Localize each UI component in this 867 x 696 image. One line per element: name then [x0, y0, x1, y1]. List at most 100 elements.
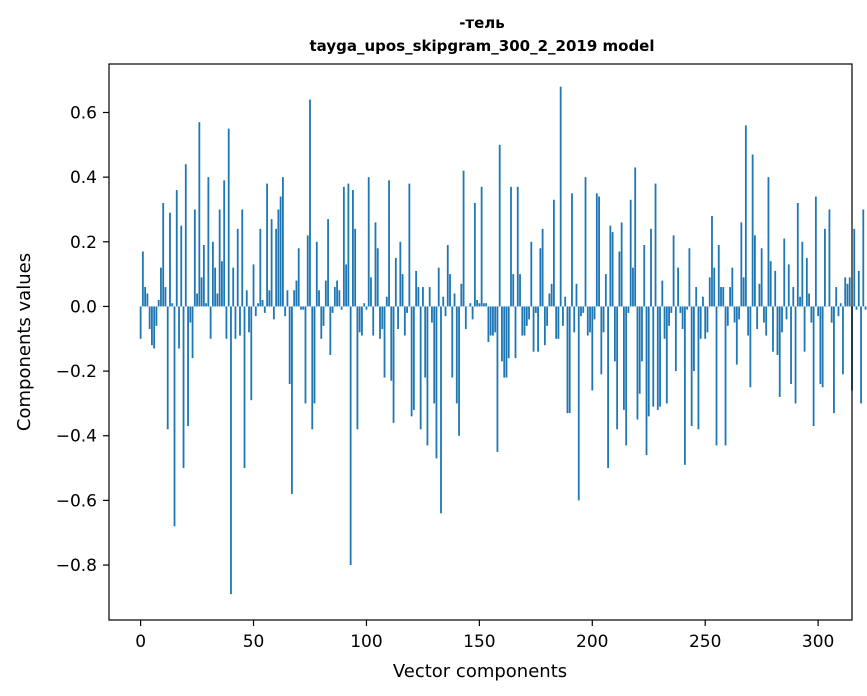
bar-component-216	[627, 306, 630, 313]
bar-component-187	[562, 306, 564, 326]
bar-component-16	[175, 190, 178, 307]
bar-component-61	[277, 209, 280, 307]
bar-component-198	[586, 306, 589, 336]
x-tick-label: 300	[802, 632, 834, 652]
bar-component-251	[706, 306, 709, 333]
bar-component-240	[681, 306, 684, 330]
bar-component-152	[482, 303, 485, 307]
bar-component-169	[521, 306, 524, 336]
bar-component-5	[151, 306, 153, 346]
bar-component-227	[652, 306, 655, 407]
bar-component-194	[577, 306, 580, 501]
bar-component-24	[193, 209, 196, 307]
y-tick-label: −0.8	[56, 556, 97, 576]
bar-component-121	[412, 306, 415, 410]
bar-component-33	[214, 267, 217, 307]
bar-component-221	[638, 306, 641, 394]
bar-component-272	[753, 235, 756, 307]
bar-component-171	[525, 306, 528, 326]
bar-component-254	[713, 267, 716, 307]
bar-component-175	[534, 306, 537, 313]
bar-component-160	[501, 306, 503, 362]
bar-component-12	[166, 306, 169, 430]
bar-component-86	[333, 287, 336, 307]
plot-frame	[108, 63, 853, 621]
bar-component-70	[297, 248, 300, 307]
bar-component-81	[322, 306, 325, 326]
bar-component-76	[311, 306, 314, 430]
bar-component-96	[356, 306, 359, 430]
bar-component-101	[367, 177, 370, 307]
bar-component-278	[767, 177, 770, 307]
bar-component-162	[505, 306, 508, 378]
bar-component-250	[704, 306, 707, 339]
bar-component-66	[288, 306, 291, 385]
bar-component-299	[814, 196, 817, 307]
bar-component-290	[794, 306, 797, 404]
bar-component-174	[532, 306, 535, 352]
bar-component-267	[742, 277, 745, 307]
bar-component-147	[471, 306, 474, 320]
bar-component-85	[331, 306, 334, 313]
bar-component-289	[792, 287, 795, 307]
bar-component-232	[663, 306, 666, 339]
bar-component-248	[699, 306, 702, 339]
bar-component-215	[625, 306, 628, 446]
bar-component-202	[595, 193, 598, 307]
y-tick-label: −0.6	[56, 491, 97, 511]
bar-component-52	[257, 303, 259, 307]
bar-component-10	[162, 203, 165, 307]
y-tick-label: 0.4	[70, 168, 97, 188]
bar-component-79	[318, 290, 320, 307]
bar-component-218	[632, 267, 634, 307]
bar-component-13	[169, 212, 171, 307]
bar-component-31	[209, 306, 212, 339]
bar-component-49	[250, 306, 253, 401]
bar-component-0	[139, 306, 142, 339]
bar-component-197	[584, 177, 587, 307]
bar-component-84	[329, 306, 332, 355]
bar-component-148	[473, 203, 476, 307]
bar-component-291	[796, 203, 799, 307]
bar-component-260	[726, 306, 729, 326]
bar-component-142	[460, 283, 463, 307]
bar-component-276	[763, 306, 765, 323]
bar-component-204	[600, 306, 603, 375]
bar-component-199	[589, 306, 591, 333]
bar-component-293	[801, 241, 804, 307]
bar-component-219	[634, 167, 637, 307]
bar-component-55	[263, 306, 266, 313]
bar-component-217	[629, 199, 632, 307]
bar-component-283	[778, 306, 781, 397]
bar-component-252	[708, 277, 711, 307]
bar-component-91	[345, 264, 348, 307]
bar-component-282	[776, 306, 779, 355]
bar-component-200	[591, 306, 594, 391]
bar-component-133	[440, 306, 442, 514]
bar-component-19	[182, 306, 185, 469]
bar-component-277	[765, 306, 768, 336]
bar-component-6	[153, 306, 156, 349]
x-axis-ticks: 0 50 100 150 200 250 300	[135, 620, 834, 652]
bar-component-295	[805, 257, 808, 307]
bars-group	[139, 86, 867, 595]
bar-component-104	[374, 222, 377, 307]
bar-component-292	[799, 296, 801, 307]
bar-component-128	[428, 287, 431, 307]
bar-component-127	[426, 306, 429, 446]
bar-component-209	[611, 232, 614, 307]
bar-component-280	[772, 306, 774, 352]
bar-component-65	[286, 290, 289, 307]
bar-component-119	[408, 183, 411, 307]
bar-component-112	[392, 306, 395, 423]
bar-component-140	[455, 306, 458, 404]
bar-component-102	[370, 277, 372, 307]
bar-component-154	[487, 306, 490, 342]
bar-component-181	[548, 293, 551, 307]
bar-component-269	[747, 306, 750, 336]
y-tick-label: 0.2	[70, 233, 97, 253]
bar-component-173	[530, 241, 533, 307]
bar-component-15	[173, 306, 176, 527]
bar-component-155	[489, 306, 492, 336]
bar-component-99	[363, 303, 366, 307]
